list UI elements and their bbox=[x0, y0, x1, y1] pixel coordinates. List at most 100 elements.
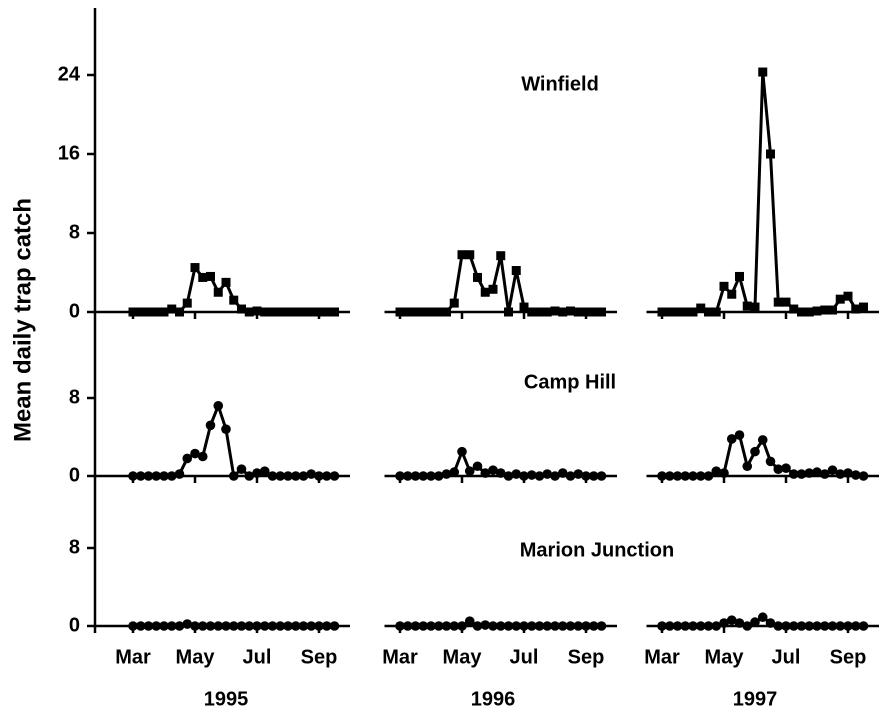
data-point bbox=[535, 307, 544, 317]
data-point bbox=[565, 621, 576, 631]
data-line bbox=[133, 266, 335, 314]
data-point bbox=[330, 307, 339, 317]
data-point bbox=[550, 471, 560, 481]
data-point bbox=[329, 471, 340, 481]
data-point bbox=[850, 470, 861, 480]
data-point bbox=[527, 307, 537, 317]
data-point bbox=[711, 466, 722, 476]
data-point bbox=[314, 621, 324, 631]
data-point bbox=[433, 471, 444, 481]
data-point bbox=[511, 621, 522, 631]
data-point bbox=[757, 435, 768, 445]
x-tick-label: Jul bbox=[510, 646, 539, 668]
data-point bbox=[680, 621, 691, 631]
data-point bbox=[410, 621, 421, 631]
data-point bbox=[136, 307, 146, 317]
data-point bbox=[441, 469, 452, 479]
data-point bbox=[143, 621, 154, 631]
data-point bbox=[827, 621, 838, 631]
data-point bbox=[418, 621, 429, 631]
data-point bbox=[213, 621, 224, 631]
data-point bbox=[418, 307, 428, 317]
data-point bbox=[495, 468, 506, 478]
data-point bbox=[757, 612, 768, 623]
data-point bbox=[526, 621, 537, 631]
x-tick-label: May bbox=[443, 646, 483, 668]
data-point bbox=[511, 469, 522, 479]
data-point bbox=[519, 302, 529, 312]
data-point bbox=[306, 307, 316, 317]
data-point bbox=[719, 468, 729, 478]
data-point bbox=[688, 621, 698, 631]
data-point bbox=[726, 434, 737, 444]
data-point bbox=[657, 307, 667, 317]
y-tick-label: 24 bbox=[58, 63, 81, 85]
data-point bbox=[719, 281, 729, 291]
data-point bbox=[695, 621, 706, 631]
data-point bbox=[244, 307, 254, 317]
data-point bbox=[314, 307, 324, 317]
data-point bbox=[488, 284, 498, 294]
data-point bbox=[820, 305, 830, 315]
data-point bbox=[213, 287, 223, 297]
data-point bbox=[418, 471, 429, 481]
data-point bbox=[283, 621, 293, 631]
data-point bbox=[573, 307, 583, 317]
data-point bbox=[703, 621, 714, 631]
data-point bbox=[581, 307, 591, 317]
data-point bbox=[190, 448, 200, 459]
data-point bbox=[236, 621, 247, 631]
y-tick-label: 16 bbox=[58, 142, 80, 164]
data-point bbox=[542, 307, 552, 317]
data-point bbox=[597, 307, 606, 317]
data-point bbox=[426, 471, 436, 481]
data-point bbox=[488, 621, 498, 631]
data-point bbox=[734, 618, 745, 628]
x-tick-label: Jul bbox=[243, 646, 272, 668]
data-point bbox=[742, 301, 752, 311]
data-point bbox=[426, 307, 436, 317]
data-point bbox=[851, 304, 861, 314]
data-point bbox=[395, 471, 405, 481]
data-point bbox=[797, 307, 806, 317]
data-point bbox=[711, 621, 722, 631]
data-point bbox=[472, 621, 483, 631]
data-point bbox=[735, 271, 744, 281]
data-point bbox=[306, 469, 317, 479]
data-point bbox=[488, 465, 498, 475]
data-point bbox=[758, 67, 768, 77]
data-point bbox=[804, 621, 815, 631]
data-point bbox=[206, 271, 215, 281]
data-point bbox=[742, 461, 753, 472]
data-point bbox=[843, 621, 853, 631]
data-point bbox=[174, 469, 185, 479]
x-tick-label: Mar bbox=[382, 646, 418, 668]
x-tick-label: May bbox=[176, 646, 216, 668]
data-point bbox=[511, 266, 521, 276]
data-point bbox=[321, 621, 332, 631]
data-point bbox=[135, 471, 146, 481]
data-point bbox=[765, 456, 776, 467]
data-point bbox=[259, 466, 270, 476]
data-point bbox=[433, 621, 444, 631]
data-point bbox=[519, 621, 529, 631]
data-point bbox=[267, 621, 278, 631]
data-point bbox=[144, 307, 153, 317]
data-line bbox=[662, 70, 864, 314]
data-point bbox=[229, 295, 239, 305]
data-point bbox=[495, 621, 506, 631]
data-point bbox=[835, 621, 846, 631]
data-point bbox=[151, 307, 161, 317]
data-point bbox=[228, 621, 239, 631]
y-axis-label: Mean daily trap catch bbox=[9, 198, 36, 442]
data-point bbox=[665, 307, 675, 317]
y-tick-label: 0 bbox=[69, 614, 80, 636]
data-point bbox=[664, 471, 675, 481]
data-point bbox=[711, 307, 721, 317]
data-point bbox=[534, 471, 545, 481]
panel-title: Winfield bbox=[521, 73, 599, 95]
data-point bbox=[843, 468, 853, 478]
data-point bbox=[496, 251, 506, 261]
data-point bbox=[573, 469, 584, 479]
